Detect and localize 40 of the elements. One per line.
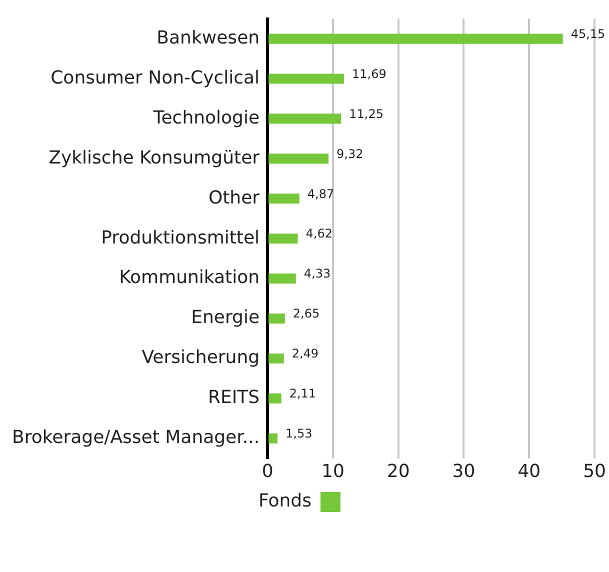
legend-label: Fonds	[258, 490, 312, 512]
x-tick-label: 0	[262, 460, 274, 482]
bar	[268, 433, 278, 444]
data-label: 4,62	[306, 226, 332, 241]
y-tick-label: Bankwesen	[156, 27, 260, 48]
y-tick-label: Consumer Non-Cyclical	[50, 67, 260, 88]
bar	[268, 313, 285, 324]
data-label: 11,25	[349, 106, 384, 121]
data-label: 1,53	[286, 426, 312, 441]
bar	[268, 194, 300, 204]
y-tick-label: Technologie	[152, 107, 260, 128]
y-tick-label: Zyklische Konsumgüter	[48, 147, 260, 168]
y-tick-label: Brokerage/Asset Manager...	[12, 427, 260, 448]
bar	[268, 274, 296, 284]
data-label: 2,49	[292, 346, 319, 361]
x-tick-label: 50	[583, 460, 606, 482]
bar	[268, 353, 284, 364]
bar	[268, 34, 563, 44]
x-tick-label: 30	[452, 460, 476, 482]
bar	[268, 234, 298, 244]
data-label: 4,87	[307, 186, 334, 201]
data-label: 11,69	[352, 66, 386, 81]
x-tick-label: 20	[386, 460, 410, 482]
bar	[268, 154, 329, 164]
data-label: 2,11	[289, 386, 316, 401]
bar	[268, 114, 342, 124]
data-label: 2,65	[292, 306, 320, 321]
data-label: 45,15	[570, 26, 606, 41]
y-tick-label: Other	[208, 187, 260, 208]
x-tick-label: 40	[518, 460, 541, 482]
y-tick-label: REITS	[208, 387, 260, 408]
y-tick-label: Produktionsmittel	[101, 227, 260, 248]
bar	[268, 393, 282, 404]
data-label: 9,32	[336, 146, 364, 161]
y-tick-label: Energie	[191, 307, 260, 328]
y-tick-label: Kommunikation	[119, 267, 260, 288]
bar	[268, 74, 344, 84]
x-tick-label: 10	[322, 460, 344, 482]
data-label: 4,33	[304, 266, 331, 281]
y-tick-label: Versicherung	[142, 347, 260, 368]
